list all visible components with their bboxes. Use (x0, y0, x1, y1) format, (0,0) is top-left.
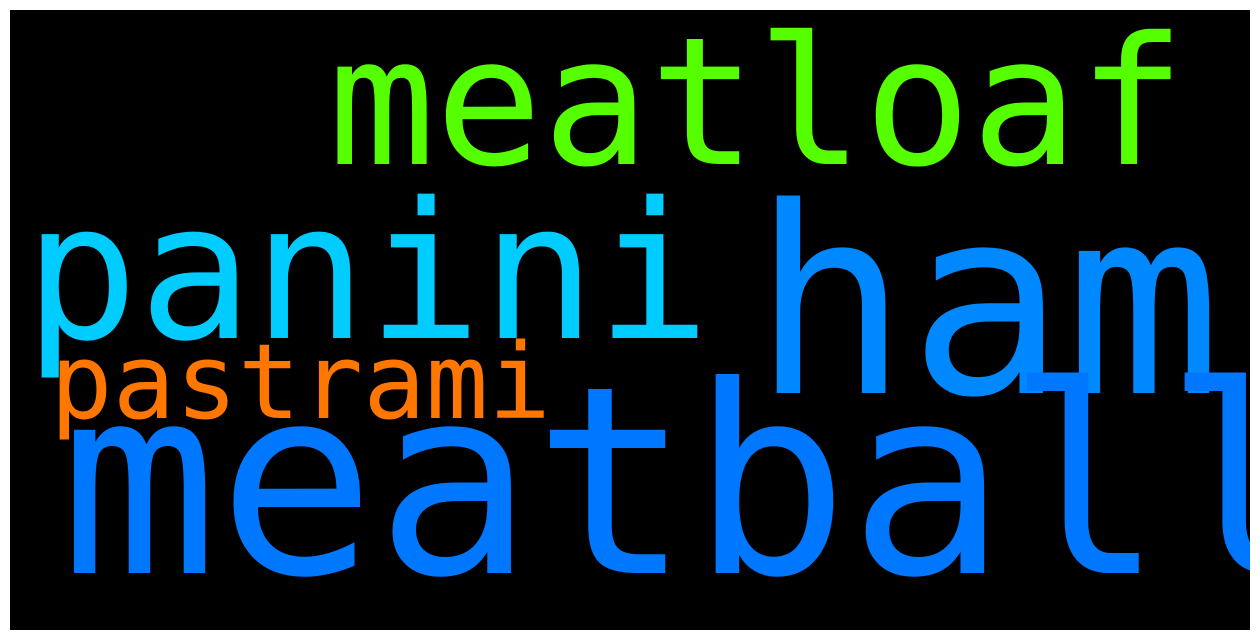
word-meatloaf: meatloaf (328, 10, 1186, 206)
word-pastrami: pastrami (50, 321, 551, 443)
word-panini: panini (24, 162, 711, 383)
word-ham: ham (752, 153, 1222, 455)
word-cloud: meatloaf panini ham pastrami meatball (10, 10, 1250, 630)
word-meatball: meatball (60, 330, 1250, 630)
